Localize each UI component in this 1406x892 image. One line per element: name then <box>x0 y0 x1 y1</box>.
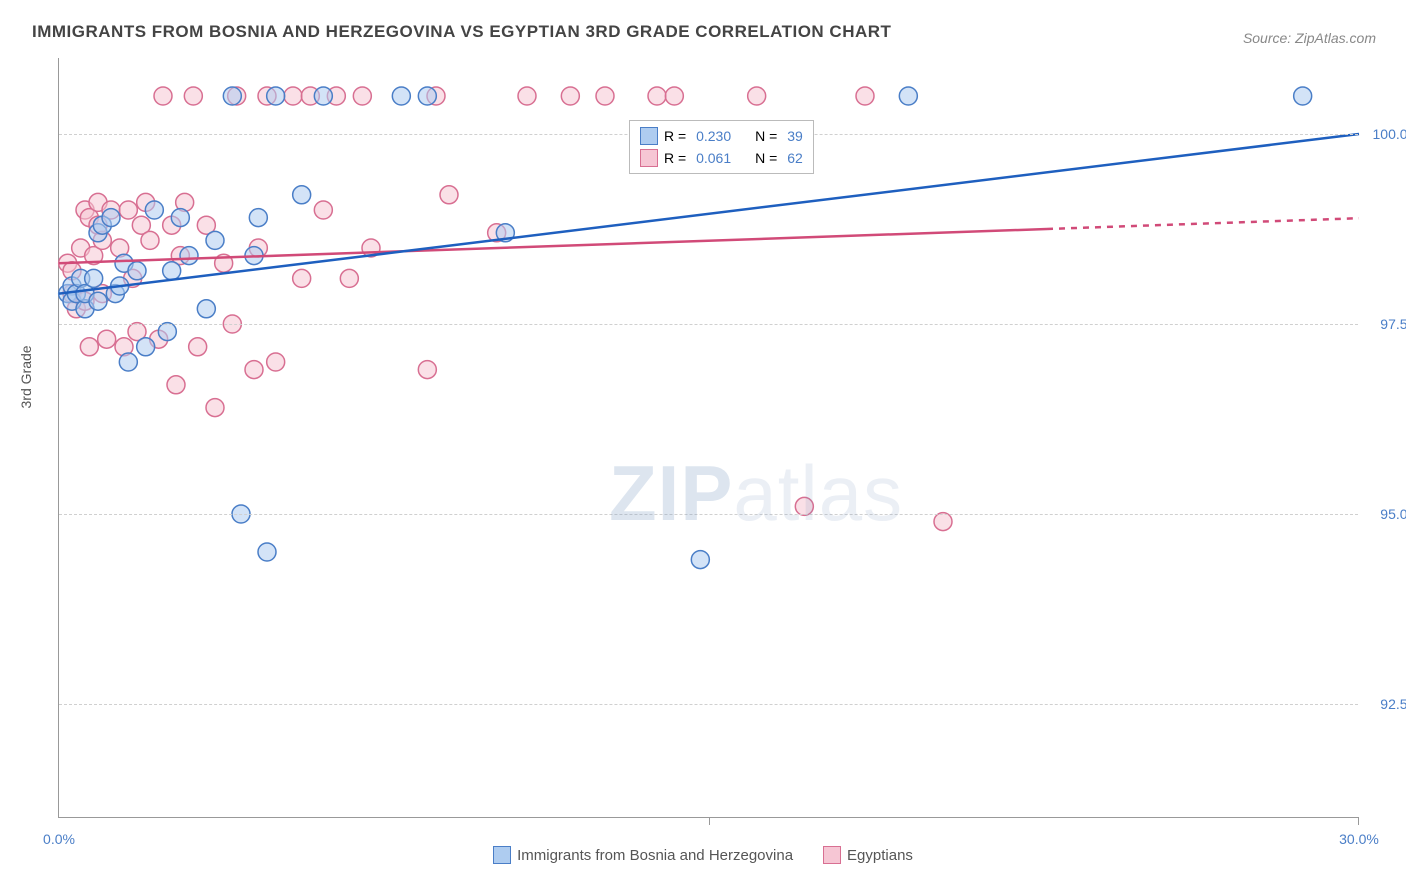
chart-plot-area: ZIPatlas R = 0.230 N = 39 R = 0.061 N = … <box>58 58 1358 818</box>
scatter-point <box>267 87 285 105</box>
scatter-point <box>748 87 766 105</box>
scatter-point <box>102 209 120 227</box>
y-axis-title: 3rd Grade <box>18 345 34 408</box>
scatter-point <box>163 262 181 280</box>
legend-swatch-a <box>640 127 658 145</box>
legend-row-series-b: R = 0.061 N = 62 <box>640 147 803 169</box>
legend-item-a: Immigrants from Bosnia and Herzegovina <box>493 846 793 864</box>
y-tick-label: 100.0% <box>1365 126 1406 142</box>
scatter-point <box>223 87 241 105</box>
scatter-point <box>98 330 116 348</box>
scatter-point <box>418 87 436 105</box>
scatter-point <box>145 201 163 219</box>
legend-r-value-a: 0.230 <box>696 128 731 144</box>
scatter-point <box>119 201 137 219</box>
scatter-point <box>665 87 683 105</box>
legend-label-b: Egyptians <box>847 847 913 864</box>
scatter-point <box>856 87 874 105</box>
legend-row-series-a: R = 0.230 N = 39 <box>640 125 803 147</box>
scatter-point <box>648 87 666 105</box>
scatter-point <box>353 87 371 105</box>
scatter-point <box>284 87 302 105</box>
scatter-point <box>184 87 202 105</box>
y-tick-label: 92.5% <box>1365 696 1406 712</box>
legend-label-a: Immigrants from Bosnia and Herzegovina <box>517 847 793 864</box>
scatter-point <box>154 87 172 105</box>
legend-swatch-b <box>823 846 841 864</box>
scatter-point <box>596 87 614 105</box>
scatter-point <box>293 186 311 204</box>
chart-title: IMMIGRANTS FROM BOSNIA AND HERZEGOVINA V… <box>32 22 891 42</box>
scatter-point <box>167 376 185 394</box>
scatter-point <box>314 87 332 105</box>
legend-swatch-b <box>640 149 658 167</box>
x-tick-label: 0.0% <box>43 831 75 847</box>
legend-correlation: R = 0.230 N = 39 R = 0.061 N = 62 <box>629 120 814 174</box>
scatter-point <box>197 300 215 318</box>
scatter-point <box>141 231 159 249</box>
scatter-point <box>158 323 176 341</box>
scatter-point <box>85 269 103 287</box>
grid-line <box>59 514 1358 515</box>
scatter-point <box>128 262 146 280</box>
scatter-point <box>137 338 155 356</box>
scatter-point <box>418 361 436 379</box>
scatter-point <box>206 399 224 417</box>
scatter-point <box>440 186 458 204</box>
legend-n-label: N = <box>755 150 781 166</box>
y-tick-label: 95.0% <box>1365 506 1406 522</box>
legend-item-b: Egyptians <box>823 846 913 864</box>
scatter-point <box>392 87 410 105</box>
legend-r-label: R = <box>664 150 690 166</box>
legend-bottom: Immigrants from Bosnia and Herzegovina E… <box>0 846 1406 864</box>
scatter-point <box>899 87 917 105</box>
scatter-point <box>691 551 709 569</box>
scatter-point <box>795 497 813 515</box>
scatter-point <box>245 361 263 379</box>
legend-r-label: R = <box>664 128 690 144</box>
scatter-point <box>267 353 285 371</box>
scatter-point <box>293 269 311 287</box>
scatter-point <box>1294 87 1312 105</box>
scatter-point <box>258 543 276 561</box>
legend-r-value-b: 0.061 <box>696 150 731 166</box>
legend-n-value-a: 39 <box>787 128 803 144</box>
scatter-point <box>89 292 107 310</box>
legend-swatch-a <box>493 846 511 864</box>
scatter-point <box>180 247 198 265</box>
scatter-point <box>249 209 267 227</box>
scatter-point <box>189 338 207 356</box>
scatter-point <box>561 87 579 105</box>
scatter-point <box>80 338 98 356</box>
grid-line <box>59 704 1358 705</box>
y-tick-label: 97.5% <box>1365 316 1406 332</box>
scatter-point <box>340 269 358 287</box>
grid-line <box>59 324 1358 325</box>
trend-line-extrapolated <box>1047 218 1359 229</box>
scatter-point <box>119 353 137 371</box>
x-tick-label: 30.0% <box>1339 831 1379 847</box>
scatter-point <box>934 513 952 531</box>
scatter-point <box>314 201 332 219</box>
source-label: Source: ZipAtlas.com <box>1243 30 1376 46</box>
legend-n-label: N = <box>755 128 781 144</box>
scatter-point <box>518 87 536 105</box>
scatter-point <box>206 231 224 249</box>
legend-n-value-b: 62 <box>787 150 803 166</box>
scatter-point <box>171 209 189 227</box>
